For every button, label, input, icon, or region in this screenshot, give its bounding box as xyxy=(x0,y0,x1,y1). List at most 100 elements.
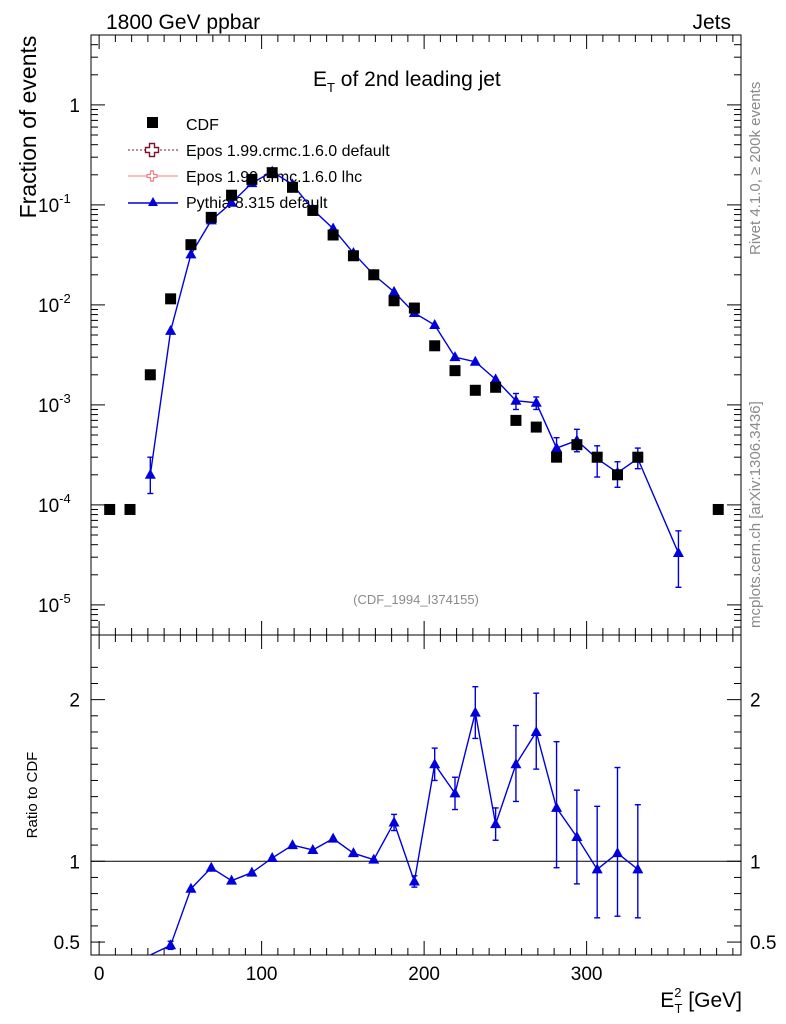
title-rest: of 2nd leading jet xyxy=(335,68,501,91)
mcplots-label: mcplots.cern.ch [arXiv:1306.3436] xyxy=(747,401,764,628)
ratio-y-tick-label-right: 0.5 xyxy=(750,933,776,954)
ratio-point xyxy=(347,847,359,858)
main-y-tick-label: 10-4 xyxy=(38,491,71,517)
main-pythia-series xyxy=(144,165,684,588)
pythia-point xyxy=(530,396,542,407)
cdf-point xyxy=(469,384,481,396)
ratio-point xyxy=(165,939,177,950)
title-sub: T xyxy=(327,80,335,95)
ratio-point xyxy=(408,875,420,886)
ratio-point xyxy=(388,816,400,827)
analysis-annotation: (CDF_1994_I374155) xyxy=(353,592,479,607)
legend-cdf-marker xyxy=(147,117,158,128)
cdf-point xyxy=(124,503,136,515)
ratio-point xyxy=(185,882,197,893)
cdf-point xyxy=(712,503,724,515)
legend-epos-lhc-marker xyxy=(146,170,158,182)
ratio-panel-frame xyxy=(90,634,742,956)
cdf-point xyxy=(551,451,563,463)
ratio-point xyxy=(551,801,563,812)
legend: CDF Epos 1.99.crmc.1.6.0 default Epos 1.… xyxy=(128,117,390,212)
pythia-point xyxy=(469,355,481,366)
ratio-point xyxy=(246,866,258,877)
cdf-point xyxy=(165,293,177,305)
ratio-point xyxy=(226,874,238,885)
cdf-point xyxy=(226,189,238,201)
cdf-point xyxy=(632,451,644,463)
pythia-point xyxy=(510,394,522,405)
x-tick-label: 200 xyxy=(408,964,440,985)
ratio-point xyxy=(327,832,339,843)
ratio-y-tick-label-right: 2 xyxy=(750,691,761,712)
cdf-point xyxy=(104,503,116,515)
cdf-point xyxy=(266,167,278,179)
pythia-point xyxy=(672,547,684,558)
ratio-line xyxy=(150,712,639,956)
cdf-point xyxy=(530,421,542,433)
x-tick-label: 100 xyxy=(246,964,278,985)
header-right: Jets xyxy=(692,11,731,34)
rivet-label: Rivet 4.1.0, ≥ 200k events xyxy=(747,82,764,255)
cdf-point xyxy=(429,340,441,352)
pythia-point xyxy=(144,468,156,479)
legend-cdf: CDF xyxy=(186,117,219,134)
main-y-ticks: 10-5 10-4 10-3 10-2 10-1 1 xyxy=(38,34,741,628)
legend-epos-default: Epos 1.99.crmc.1.6.0 default xyxy=(186,143,390,160)
main-y-tick-label: 1 xyxy=(69,96,80,117)
ratio-point xyxy=(612,847,623,858)
main-y-tick-label: 10-2 xyxy=(38,291,71,317)
pythia-point xyxy=(449,351,461,362)
cdf-point xyxy=(246,173,258,185)
pythia-point xyxy=(429,318,441,329)
ratio-point xyxy=(429,758,441,769)
ratio-y-tick-label-left: 0.5 xyxy=(54,933,80,954)
main-y-axis-label: Fraction of events xyxy=(15,36,41,219)
pythia-point xyxy=(165,324,177,335)
cdf-point xyxy=(571,439,583,451)
pythia-point xyxy=(185,248,197,259)
cdf-point xyxy=(449,365,461,377)
cdf-point xyxy=(510,414,522,426)
ratio-point xyxy=(368,853,380,864)
ratio-point xyxy=(449,787,461,798)
ratio-point xyxy=(469,706,481,717)
ratio-pythia-series xyxy=(150,686,644,956)
ratio-point xyxy=(205,861,217,872)
cdf-point xyxy=(388,295,400,307)
chart-title: ET of 2nd leading jet xyxy=(313,68,501,95)
main-y-tick-label: 10-3 xyxy=(38,391,71,417)
cdf-point xyxy=(347,250,359,262)
header-left: 1800 GeV ppbar xyxy=(106,11,260,34)
main-cdf-series xyxy=(104,167,724,515)
x-tick-label: 0 xyxy=(94,964,105,985)
pythia-point xyxy=(226,196,238,207)
legend-epos-default-marker xyxy=(144,142,160,158)
ratio-point xyxy=(530,725,542,736)
title-main: E xyxy=(313,68,327,91)
x-axis-label: E2 T [GeV] xyxy=(660,985,742,1016)
cdf-point xyxy=(144,369,156,381)
cdf-point xyxy=(591,451,603,463)
legend-pythia-marker xyxy=(148,197,158,206)
xlabel-sub: T xyxy=(675,1001,683,1016)
ratio-point xyxy=(266,852,278,863)
ratio-y-axis-label: Ratio to CDF xyxy=(24,752,41,839)
cdf-point xyxy=(408,302,420,314)
main-x-ticks: 0 100 200 300 xyxy=(94,35,734,985)
ratio-y-tick-label-right: 1 xyxy=(750,852,761,873)
cdf-point xyxy=(612,469,623,481)
main-y-tick-label: 10-5 xyxy=(38,591,71,617)
cdf-point xyxy=(327,229,339,241)
pythia-point xyxy=(551,442,563,453)
ratio-y-tick-label-left: 2 xyxy=(69,691,80,712)
ratio-point xyxy=(307,843,319,854)
cdf-point xyxy=(368,269,380,281)
ratio-point xyxy=(632,863,644,874)
ratio-point xyxy=(287,839,298,850)
xlabel-main: E xyxy=(660,989,674,1012)
pythia-line xyxy=(149,170,680,554)
xlabel-sup: 2 xyxy=(674,985,681,1000)
legend-pythia: Pythia 8.315 default xyxy=(186,195,328,212)
pythia-point xyxy=(388,285,400,296)
